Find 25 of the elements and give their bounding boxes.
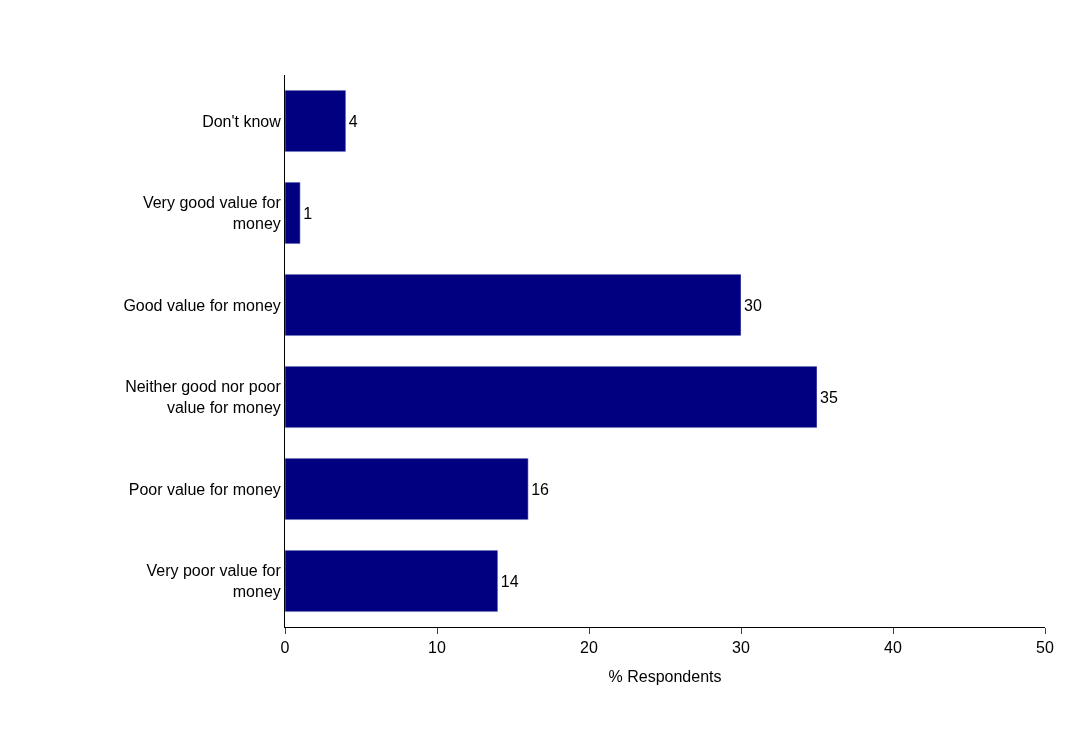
bar — [285, 365, 818, 429]
data-label: 1 — [303, 204, 313, 222]
y-tick-label: Don't know — [202, 112, 282, 130]
x-tick-label: 20 — [580, 639, 598, 657]
bar — [285, 549, 499, 613]
x-tick-label: 50 — [1036, 639, 1054, 657]
y-tick-label: Very poor value for money — [146, 562, 282, 600]
data-label: 4 — [348, 112, 358, 130]
data-label: 30 — [744, 296, 762, 314]
x-axis-title: % Respondents — [608, 667, 722, 685]
x-tick-label: 40 — [884, 639, 902, 657]
y-tick-label: Good value for money — [123, 296, 281, 314]
y-tick-label: Very good value for money — [142, 194, 282, 232]
data-label: 16 — [531, 480, 550, 498]
bar — [285, 273, 742, 337]
y-tick-label: Poor value for money — [128, 480, 281, 498]
data-label: 35 — [820, 388, 838, 406]
x-tick-label: 0 — [280, 639, 290, 657]
x-tick-label: 30 — [732, 639, 750, 657]
data-label: 14 — [500, 572, 519, 590]
bar — [285, 181, 301, 245]
y-tick-label: Neither good nor poor value for money — [125, 378, 282, 416]
bar — [285, 457, 529, 521]
x-tick-label: 10 — [428, 639, 446, 657]
bar — [285, 89, 347, 153]
